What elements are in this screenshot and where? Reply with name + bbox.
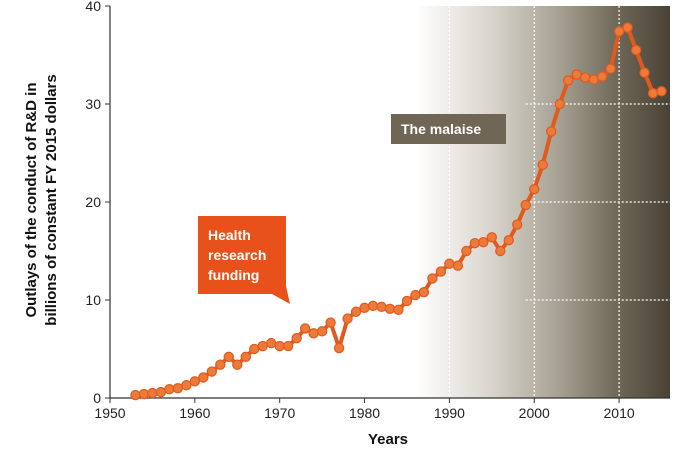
data-point — [274, 340, 285, 352]
data-point — [401, 295, 413, 307]
callout-health-line-3: funding — [208, 267, 259, 283]
data-point — [164, 383, 175, 395]
data-point — [478, 236, 489, 248]
data-point — [469, 237, 481, 249]
y-tick-label: 0 — [93, 390, 101, 406]
data-point — [630, 44, 642, 56]
y-axis-title-line-2: billions of constant FY 2015 dollars — [43, 74, 60, 325]
data-point — [130, 389, 141, 401]
data-point — [588, 74, 599, 85]
y-axis-title-line-1: Outlays of the conduct of R&D in — [23, 83, 40, 318]
data-point — [647, 88, 659, 99]
data-point — [147, 387, 158, 399]
data-point — [325, 317, 336, 328]
data-point — [342, 313, 353, 324]
y-tick-label: 30 — [85, 96, 101, 112]
data-point — [308, 328, 319, 339]
data-point — [291, 333, 302, 344]
y-tick-label: 20 — [85, 194, 101, 210]
data-point — [333, 342, 345, 354]
x-tick-label: 1990 — [434, 405, 465, 421]
data-point — [172, 383, 184, 394]
data-point — [359, 302, 370, 314]
horizontal-gridlines — [525, 103, 670, 301]
data-point — [215, 359, 226, 370]
data-point — [384, 303, 396, 315]
callout-malaise-text: The malaise — [401, 121, 481, 137]
data-point — [138, 388, 150, 400]
data-point — [299, 323, 311, 334]
data-point — [189, 376, 201, 387]
x-tick-label: 1970 — [264, 405, 295, 421]
data-point — [546, 126, 557, 137]
data-point — [206, 366, 218, 377]
data-point — [452, 260, 464, 271]
callout-health-shape — [198, 216, 290, 304]
x-tick-label: 2010 — [604, 405, 635, 421]
data-point — [266, 337, 277, 349]
data-point — [579, 72, 591, 83]
data-point — [435, 266, 447, 277]
callout-health-line-1: Health — [208, 227, 251, 243]
data-point — [427, 273, 438, 284]
data-point — [537, 159, 548, 170]
data-point — [656, 86, 667, 97]
data-point — [155, 386, 167, 398]
data-point — [503, 235, 514, 246]
data-point — [495, 245, 506, 257]
x-tick-label: 1980 — [349, 405, 380, 421]
data-point — [257, 340, 268, 352]
data-point — [529, 184, 540, 195]
data-point — [613, 26, 625, 37]
callout-malaise: The malaise — [391, 114, 506, 144]
data-point — [282, 340, 294, 352]
data-point — [232, 359, 243, 370]
data-point — [198, 372, 209, 383]
callout-health-line-2: research — [208, 247, 266, 263]
data-point — [605, 63, 616, 74]
callout-malaise-box — [391, 114, 506, 144]
data-point — [223, 351, 234, 363]
y-axis-ticks: 0 10 20 30 40 — [85, 0, 110, 406]
data-point — [639, 67, 650, 78]
data-point — [444, 258, 455, 269]
y-tick-label: 10 — [85, 292, 101, 308]
data-point — [367, 300, 379, 312]
data-point — [622, 22, 633, 33]
vertical-gridlines — [448, 6, 620, 398]
data-point — [418, 286, 430, 298]
data-point — [376, 301, 387, 313]
data-point — [181, 380, 192, 391]
data-point — [249, 343, 260, 355]
x-axis-title: Years — [368, 431, 408, 448]
data-point — [240, 351, 251, 363]
data-point — [554, 98, 565, 110]
data-point — [562, 75, 574, 86]
data-point — [316, 326, 328, 337]
data-points — [130, 22, 667, 401]
data-point — [596, 71, 608, 82]
x-tick-label: 1960 — [179, 405, 210, 421]
x-tick-label: 2000 — [519, 405, 550, 421]
x-axis-ticks: 1950 1960 1970 1980 1990 2000 2010 — [94, 398, 635, 421]
data-point — [350, 306, 362, 317]
data-point — [393, 304, 404, 315]
data-point — [486, 232, 498, 243]
data-point — [520, 199, 531, 211]
data-point — [410, 289, 421, 301]
x-tick-label: 1950 — [94, 405, 125, 421]
data-point — [571, 69, 582, 80]
data-point — [461, 245, 472, 257]
callout-health-research: Health research funding — [198, 216, 290, 304]
y-tick-label: 40 — [85, 0, 101, 14]
data-point — [512, 219, 523, 230]
